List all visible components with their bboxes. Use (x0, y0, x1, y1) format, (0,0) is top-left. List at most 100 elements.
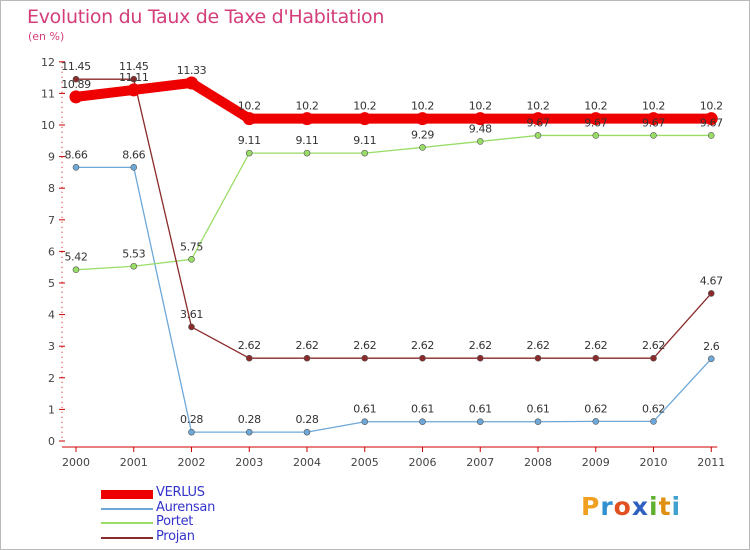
logo-letter: i (649, 492, 659, 521)
series-line-aurensan (75, 166, 712, 433)
data-point-verlus (358, 112, 372, 126)
y-tick-label: 5 (48, 277, 55, 290)
data-point-portet (419, 144, 426, 151)
x-tick-label: 2001 (120, 456, 148, 469)
x-tick-label: 2007 (466, 456, 494, 469)
data-point-portet (245, 149, 253, 157)
data-label-verlus: 10.2 (642, 100, 665, 113)
x-tick-label: 2008 (524, 456, 552, 469)
proxiti-logo: Proxiti (581, 492, 691, 524)
y-tick-label: 8 (48, 182, 55, 195)
data-point-verlus (704, 112, 718, 126)
y-tick-label: 6 (48, 245, 55, 258)
data-label-portet: 9.67 (527, 116, 550, 129)
x-tick-label: 2011 (697, 456, 725, 469)
data-point-portet (592, 132, 600, 139)
data-point-aurensan (592, 418, 600, 425)
logo-letter: o (613, 492, 632, 521)
data-label-aurensan: 8.66 (122, 148, 145, 161)
data-point-verlus (473, 112, 487, 126)
legend-swatch (101, 489, 153, 499)
y-tick-label: 0 (48, 435, 55, 448)
data-label-verlus: 10.89 (61, 78, 91, 91)
y-tick-label: 1 (48, 403, 55, 416)
y-tick-label: 10 (41, 119, 55, 132)
data-label-aurensan: 0.62 (584, 402, 607, 415)
x-tick-label: 2005 (351, 456, 379, 469)
data-label-verlus: 10.2 (527, 100, 550, 113)
data-label-portet: 9.67 (700, 116, 723, 129)
data-label-projan: 4.67 (700, 274, 723, 287)
data-label-verlus: 10.2 (238, 100, 261, 113)
series-line-portet (75, 134, 712, 271)
data-point-aurensan (72, 164, 80, 171)
y-tick-label: 12 (41, 56, 55, 69)
data-label-projan: 2.62 (642, 339, 665, 352)
data-label-verlus: 10.2 (411, 100, 434, 113)
series-line-verlus (71, 77, 717, 124)
data-label-portet: 5.75 (180, 240, 203, 253)
x-tick-label: 2006 (409, 456, 437, 469)
data-point-projan (419, 354, 426, 362)
data-point-verlus (589, 112, 603, 126)
data-label-aurensan: 0.28 (238, 413, 261, 426)
data-label-portet: 9.11 (353, 134, 376, 147)
data-point-portet (361, 149, 369, 157)
y-tick-label: 3 (48, 340, 55, 353)
legend-label: Portet (156, 514, 194, 529)
legend-swatch (101, 536, 153, 539)
data-point-aurensan (245, 428, 253, 436)
data-label-projan: 2.62 (296, 339, 319, 352)
data-point-portet (476, 138, 484, 145)
data-label-projan: 2.62 (238, 339, 261, 352)
y-tick-label: 9 (48, 151, 55, 164)
data-label-aurensan: 8.66 (65, 148, 88, 161)
data-label-portet: 9.11 (296, 134, 319, 147)
data-point-portet (303, 149, 311, 157)
x-tick-label: 2010 (640, 456, 668, 469)
data-point-portet (72, 266, 80, 274)
data-label-aurensan: 0.61 (353, 403, 376, 416)
legend-item-aurensan: Aurensan (101, 499, 301, 515)
data-point-projan (476, 354, 484, 362)
data-point-aurensan (419, 418, 426, 426)
data-point-aurensan (188, 428, 195, 436)
data-point-projan (245, 354, 253, 362)
legend-label: VERLUS (156, 485, 205, 500)
x-tick-label: 2002 (178, 456, 206, 469)
data-point-aurensan (707, 355, 715, 363)
data-label-aurensan: 0.28 (296, 413, 319, 426)
data-label-projan: 3.61 (180, 308, 203, 321)
data-label-portet: 9.67 (584, 116, 607, 129)
data-point-verlus (647, 112, 660, 126)
data-labels: 10.89 11.11 11.33 10.2 10.2 10.2 10.2 10.2 10.2 1… (61, 60, 723, 426)
series-lines (69, 75, 718, 436)
data-point-portet (534, 132, 542, 139)
legend-swatch (101, 522, 153, 524)
data-point-projan (592, 354, 600, 362)
data-point-projan (361, 354, 369, 362)
data-point-verlus (185, 76, 198, 90)
legend-label: Aurensan (156, 499, 216, 515)
data-label-projan: 2.62 (411, 339, 434, 352)
data-label-aurensan: 0.28 (180, 413, 203, 426)
data-label-portet: 9.48 (469, 122, 492, 135)
y-tick-label: 7 (48, 214, 55, 227)
data-point-portet (650, 132, 657, 139)
legend: VERLUS Aurensan Portet Projan (101, 485, 301, 546)
data-point-projan (707, 290, 715, 297)
data-label-aurensan: 0.61 (469, 403, 492, 416)
data-label-verlus: 10.2 (353, 100, 376, 113)
data-label-projan: 11.45 (119, 60, 149, 73)
data-label-aurensan: 0.61 (527, 403, 550, 416)
data-point-aurensan (476, 418, 484, 426)
y-tick-label: 2 (48, 372, 55, 385)
data-point-verlus (69, 90, 83, 104)
data-label-portet: 9.29 (411, 128, 434, 141)
logo-letter: x (631, 492, 649, 521)
legend-item-projan: Projan (101, 529, 301, 544)
data-point-aurensan (534, 418, 542, 426)
y-tick-label: 11 (41, 87, 55, 100)
